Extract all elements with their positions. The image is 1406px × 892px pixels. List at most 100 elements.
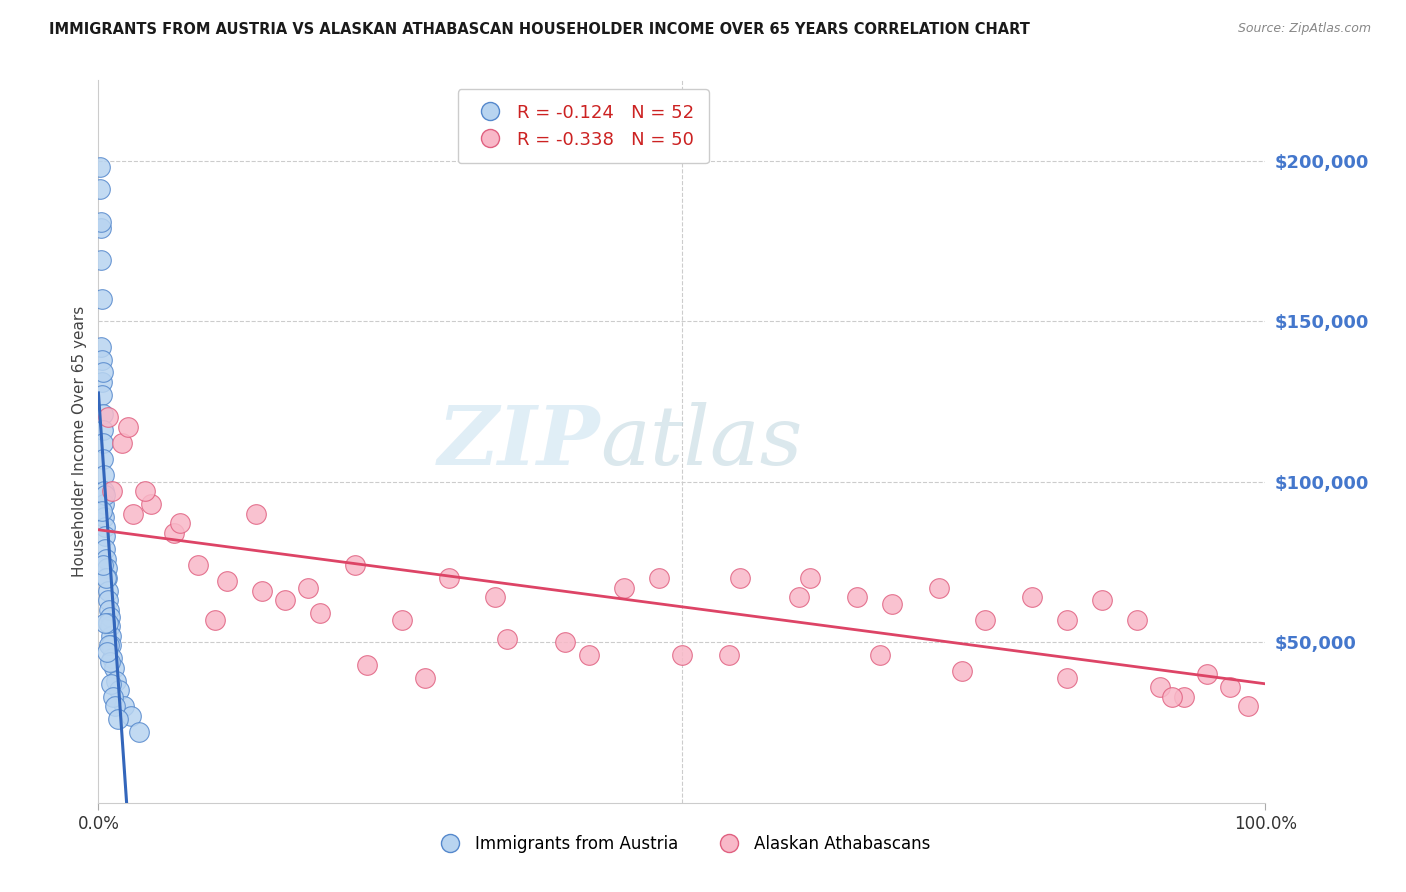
Point: [117, 420, 139, 434]
Point: [97, 410, 120, 425]
Point: [671, 648, 693, 662]
Point: [104, 673, 127, 688]
Point: [89, 160, 111, 174]
Point: [96, 645, 118, 659]
Point: [89, 182, 111, 196]
Legend: Immigrants from Austria, Alaskan Athabascans: Immigrants from Austria, Alaskan Athabas…: [427, 828, 936, 860]
Point: [93, 468, 115, 483]
Y-axis label: Householder Income Over 65 years: Householder Income Over 65 years: [72, 306, 87, 577]
Point: [250, 583, 273, 598]
Point: [134, 484, 156, 499]
Point: [391, 613, 413, 627]
Point: [94, 519, 117, 533]
Point: [93, 484, 115, 499]
Point: [974, 613, 997, 627]
Point: [204, 613, 226, 627]
Point: [950, 664, 973, 678]
Point: [122, 507, 145, 521]
Point: [101, 690, 124, 704]
Point: [1056, 671, 1078, 685]
Point: [120, 709, 142, 723]
Point: [94, 542, 117, 557]
Point: [128, 725, 150, 739]
Point: [91, 436, 114, 450]
Point: [94, 571, 117, 585]
Point: [90, 253, 112, 268]
Point: [139, 497, 162, 511]
Point: [730, 571, 752, 585]
Text: Source: ZipAtlas.com: Source: ZipAtlas.com: [1237, 22, 1371, 36]
Text: atlas: atlas: [600, 401, 803, 482]
Point: [1056, 613, 1078, 627]
Point: [93, 558, 115, 573]
Point: [880, 597, 903, 611]
Point: [98, 609, 121, 624]
Point: [90, 292, 112, 306]
Point: [104, 699, 127, 714]
Point: [89, 221, 111, 235]
Point: [187, 558, 209, 573]
Point: [91, 366, 114, 380]
Point: [111, 436, 134, 450]
Point: [787, 591, 810, 605]
Point: [90, 375, 112, 389]
Point: [309, 607, 332, 621]
Point: [1091, 593, 1114, 607]
Point: [107, 712, 129, 726]
Point: [97, 593, 120, 607]
Point: [97, 603, 120, 617]
Point: [245, 507, 267, 521]
Point: [91, 503, 114, 517]
Point: [413, 671, 436, 685]
Point: [869, 648, 891, 662]
Point: [97, 639, 120, 653]
Text: IMMIGRANTS FROM AUSTRIA VS ALASKAN ATHABASCAN HOUSEHOLDER INCOME OVER 65 YEARS C: IMMIGRANTS FROM AUSTRIA VS ALASKAN ATHAB…: [49, 22, 1031, 37]
Point: [928, 581, 950, 595]
Point: [437, 571, 460, 585]
Point: [93, 510, 115, 524]
Point: [98, 655, 121, 669]
Point: [91, 452, 114, 467]
Point: [1149, 680, 1171, 694]
Point: [100, 639, 122, 653]
Point: [112, 699, 135, 714]
Point: [100, 677, 122, 691]
Point: [1219, 680, 1241, 694]
Point: [215, 574, 238, 589]
Point: [100, 629, 122, 643]
Point: [101, 484, 124, 499]
Point: [94, 551, 117, 566]
Point: [1021, 591, 1043, 605]
Point: [90, 352, 112, 367]
Point: [91, 423, 114, 437]
Point: [108, 683, 131, 698]
Point: [96, 571, 118, 585]
Point: [103, 661, 125, 675]
Point: [96, 561, 118, 575]
Point: [94, 529, 117, 543]
Point: [344, 558, 367, 573]
Point: [1197, 667, 1219, 681]
Point: [1173, 690, 1195, 704]
Point: [846, 591, 869, 605]
Point: [612, 581, 634, 595]
Point: [93, 497, 115, 511]
Point: [484, 591, 506, 605]
Point: [96, 615, 118, 630]
Point: [647, 571, 669, 585]
Point: [98, 619, 121, 633]
Point: [169, 516, 191, 531]
Point: [554, 635, 576, 649]
Text: ZIP: ZIP: [437, 401, 600, 482]
Point: [91, 407, 114, 421]
Point: [297, 581, 319, 595]
Point: [1126, 613, 1149, 627]
Point: [1237, 699, 1260, 714]
Point: [91, 388, 114, 402]
Point: [94, 487, 117, 501]
Point: [274, 593, 297, 607]
Point: [163, 526, 186, 541]
Point: [101, 651, 124, 665]
Point: [97, 583, 120, 598]
Point: [717, 648, 740, 662]
